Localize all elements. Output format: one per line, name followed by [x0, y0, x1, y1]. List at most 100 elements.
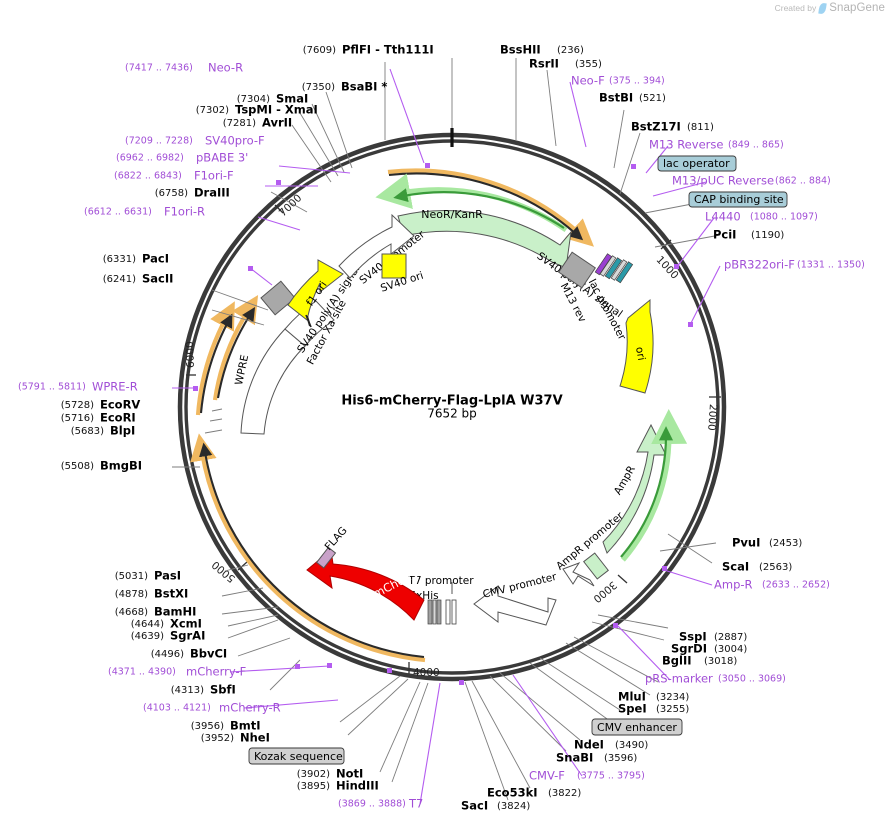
label-name: SmaI [276, 92, 308, 106]
label-sgrdi[interactable]: SgrDI (3004) [671, 642, 747, 656]
label-t7-primer[interactable]: (3869 .. 3888) T7 [338, 797, 423, 811]
feature-neor-kanr[interactable]: NeoR/KanR [375, 173, 572, 269]
label-name: Neo-F [571, 74, 605, 88]
label-pos: (3004) [714, 644, 747, 655]
label-name: BamHI [154, 605, 196, 619]
label-m13-puc-reverse[interactable]: M13/pUC Reverse (862 .. 884) [672, 174, 831, 188]
label-name: PflFI - Tth111I [342, 43, 434, 57]
label-ecorv[interactable]: (5728) EcoRV [61, 398, 141, 412]
feature-ori[interactable]: ori [619, 298, 654, 394]
label-pflfi-tth111i[interactable]: (7609) PflFI - Tth111I [303, 43, 434, 57]
label-cmv-enhancer-box[interactable]: CMV enhancer [591, 718, 683, 736]
label-pos: (4639) [131, 631, 164, 642]
label-bstxi[interactable]: (4878) BstXI [115, 587, 189, 601]
label-cap-binding-site-box[interactable]: CAP binding site [688, 191, 788, 208]
label-nhei[interactable]: (3952) NheI [201, 731, 270, 745]
feature-cmv-promoter[interactable]: CMV promoter [473, 571, 559, 626]
label-bstbi[interactable]: BstBI (521) [599, 91, 666, 105]
label-ecori[interactable]: (5716) EcoRI [61, 411, 136, 425]
label-pos: (4496) [151, 649, 184, 660]
label-bmgbi[interactable]: (5508) BmgBI [61, 459, 142, 473]
label-sacii[interactable]: (6241) SacII [103, 272, 174, 286]
label-name: MluI [618, 690, 646, 704]
label-pos: (7609) [303, 45, 336, 56]
label-mcherry-r[interactable]: (4103 .. 4121) mCherry-R [143, 701, 281, 715]
label-name: NotI [336, 767, 363, 781]
label-draiii[interactable]: (6758) DraIII [155, 186, 230, 200]
label-mcherry-f[interactable]: (4371 .. 4390) mCherry-F [108, 665, 246, 679]
label-sbfi[interactable]: (4313) SbfI [171, 683, 236, 697]
label-lac-operator-box[interactable]: lac operator [657, 155, 737, 172]
label-name: BstBI [599, 91, 633, 105]
label-neo-f[interactable]: Neo-F (375 .. 394) [571, 74, 665, 88]
label-sgrai[interactable]: (4639) SgrAI [131, 629, 206, 643]
label-tspmi-xmai[interactable]: (7302) TspMI - XmaI [196, 103, 318, 117]
label-bbvci[interactable]: (4496) BbvCI [151, 647, 227, 661]
label-name: BbvCI [190, 647, 227, 661]
label-snabi[interactable]: SnaBI (3596) [556, 751, 637, 765]
label-bsabi[interactable]: (7350) BsaBI * [302, 80, 388, 94]
label-pvui[interactable]: PvuI (2453) [732, 536, 802, 550]
feature-f1-ori[interactable]: f1 ori [287, 259, 344, 321]
label-rsrii[interactable]: RsrII (355) [529, 57, 602, 71]
feature-label-wpre: WPRE [233, 354, 251, 386]
label-noti[interactable]: (3902) NotI [297, 767, 364, 781]
label-pcii[interactable]: PciI (1190) [713, 228, 784, 242]
feature-wpre[interactable]: WPRE [233, 328, 306, 435]
label-name: F1ori-F [194, 169, 234, 183]
label-bstz17i[interactable]: BstZ17I (811) [631, 120, 714, 134]
label-saci[interactable]: SacI (3824) [461, 799, 530, 813]
label-pbr322ori-f[interactable]: pBR322ori-F (1331 .. 1350) [724, 258, 865, 272]
label-prs-marker[interactable]: pRS-marker (3050 .. 3069) [645, 672, 786, 686]
label-pos: (2633 .. 2652) [762, 580, 830, 591]
label-cmv-f[interactable]: CMV-F (3775 .. 3795) [529, 769, 645, 783]
label-name: SacI [461, 799, 488, 813]
label-xcmi[interactable]: (4644) XcmI [131, 617, 202, 631]
label-name: BlpI [110, 424, 135, 438]
label-blpi[interactable]: (5683) BlpI [71, 424, 135, 438]
label-eco53ki[interactable]: Eco53kI (3822) [487, 786, 581, 800]
label-pos: (3895) [297, 781, 330, 792]
label-pasi[interactable]: (5031) PasI [115, 569, 181, 583]
label-bamhi[interactable]: (4668) BamHI [115, 605, 197, 619]
label-name: pBR322ori-F [724, 258, 795, 272]
label-spei[interactable]: SpeI (3255) [618, 702, 689, 716]
label-hindiii[interactable]: (3895) HindIII [297, 779, 379, 793]
feature-t7-6xhis[interactable]: T7 promoter 6xHis [407, 575, 474, 625]
label-amp-r[interactable]: Amp-R (2633 .. 2652) [714, 578, 830, 592]
label-f1ori-f[interactable]: (6822 .. 6843) F1ori-F [114, 169, 234, 183]
label-avrii[interactable]: (7281) AvrII [223, 116, 292, 130]
label-name: BsaBI * [341, 80, 387, 94]
label-pos: (6758) [155, 188, 188, 199]
label-wpre-r[interactable]: (5791 .. 5811) WPRE-R [18, 380, 138, 394]
label-kozak-sequence-box[interactable]: Kozak sequence [248, 747, 345, 765]
feature-mcherry[interactable]: mCherry FLAG [306, 525, 425, 621]
gray-block-right [557, 251, 597, 289]
label-sspi[interactable]: SspI (2887) [679, 630, 747, 644]
label-scai[interactable]: ScaI (2563) [722, 560, 792, 574]
label-pbabe-3prime[interactable]: (6962 .. 6982) pBABE 3' [116, 151, 248, 165]
label-mlui[interactable]: MluI (3234) [618, 690, 689, 704]
feature-ampr[interactable]: AmpR AmpR promoter [554, 409, 688, 587]
label-paci[interactable]: (6331) PacI [103, 252, 169, 266]
label-smai[interactable]: (7304) SmaI [237, 92, 309, 106]
label-bglii[interactable]: BglII (3018) [662, 654, 737, 668]
label-m13-reverse[interactable]: M13 Reverse (849 .. 865) [649, 138, 784, 152]
label-l4440[interactable]: L4440 (1080 .. 1097) [705, 210, 818, 224]
snapgene-brand: SnapGene [829, 2, 885, 14]
label-ndei[interactable]: NdeI (3490) [574, 738, 648, 752]
label-name: Kozak sequence [254, 750, 343, 763]
label-name: Neo-R [208, 61, 243, 75]
label-pos: (3255) [656, 704, 689, 715]
gray-block-left [260, 280, 296, 316]
label-name: mCherry-F [186, 665, 246, 679]
label-name: DraIII [194, 186, 230, 200]
label-bmti[interactable]: (3956) BmtI [191, 719, 261, 733]
label-pos: (4313) [171, 685, 204, 696]
label-sv40pro-f[interactable]: (7209 .. 7228) SV40pro-F [125, 134, 265, 148]
label-bsshii[interactable]: BssHII (236) [500, 43, 584, 57]
label-name: SacII [142, 272, 173, 286]
label-f1ori-r[interactable]: (6612 .. 6631) F1ori-R [84, 205, 205, 219]
label-neo-r[interactable]: (7417 .. 7436) Neo-R [125, 61, 243, 75]
feature-sv40-ori[interactable]: SV40 ori [379, 253, 425, 295]
